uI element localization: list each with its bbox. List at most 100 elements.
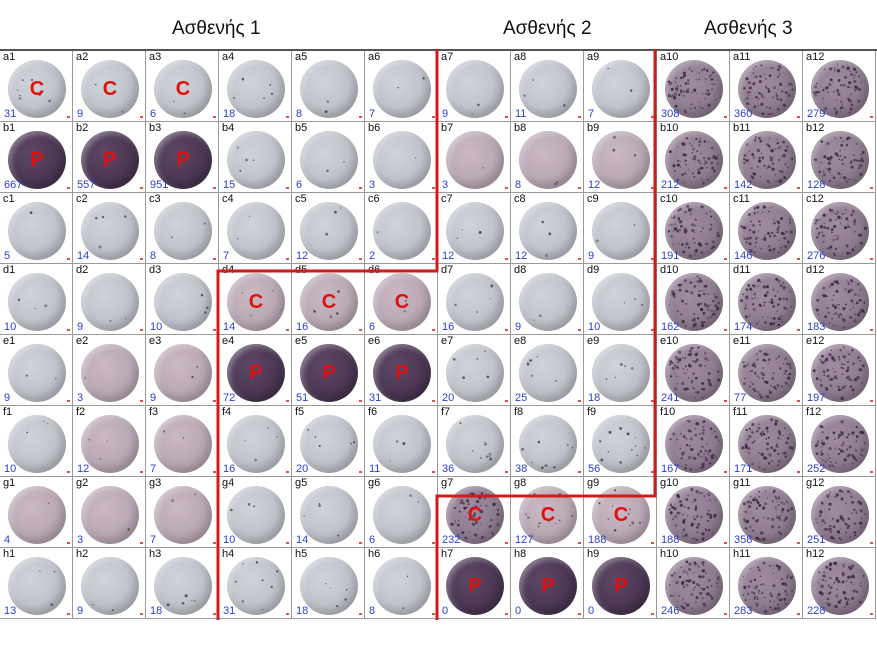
spot <box>835 594 839 598</box>
spot <box>707 372 711 375</box>
spot <box>454 303 457 306</box>
spot <box>831 304 835 307</box>
spot <box>489 297 491 300</box>
spot <box>489 457 492 461</box>
well-label: d10 <box>660 264 679 276</box>
well-label: f1 <box>3 406 13 418</box>
spot <box>744 527 748 530</box>
spot <box>699 279 703 283</box>
spot <box>756 436 759 439</box>
spot <box>698 101 701 103</box>
spot <box>842 346 845 349</box>
spot <box>694 586 696 589</box>
well-image <box>154 486 212 544</box>
spot <box>682 570 686 573</box>
spot <box>831 464 834 467</box>
spot <box>554 182 557 186</box>
spot <box>833 313 835 315</box>
spot <box>673 227 677 231</box>
spot <box>770 446 773 450</box>
spot <box>476 311 479 313</box>
spot <box>706 178 709 181</box>
spot <box>674 104 678 108</box>
well-cell-g3: g3 7 <box>146 477 219 548</box>
spot <box>852 154 855 157</box>
spot <box>823 360 827 363</box>
spot <box>743 236 745 239</box>
spot <box>748 452 751 454</box>
spot <box>644 447 646 449</box>
spot <box>699 450 702 453</box>
spot-count: 9 <box>77 321 84 333</box>
spot <box>694 508 698 511</box>
spot <box>848 453 851 457</box>
spot <box>845 602 849 606</box>
spot-count: 4 <box>4 534 11 546</box>
spot <box>537 440 541 444</box>
control-marker: C <box>102 77 118 100</box>
spot <box>744 377 747 380</box>
well-cell-g6: g6 6 <box>365 477 438 548</box>
spot <box>860 522 863 524</box>
spot <box>678 594 680 597</box>
spot <box>241 77 245 81</box>
spot <box>824 527 827 531</box>
spot <box>713 156 716 159</box>
spot <box>325 232 329 236</box>
spot <box>781 434 784 437</box>
well-cell-a4: a4 18 <box>219 51 292 122</box>
corner-tick <box>651 258 654 260</box>
spot-count: 174 <box>734 321 753 333</box>
spot <box>833 107 837 110</box>
spot <box>669 504 673 507</box>
spot <box>774 495 777 498</box>
spot <box>775 443 778 446</box>
spot <box>769 606 772 609</box>
corner-tick <box>505 471 508 473</box>
spot <box>779 66 782 69</box>
spot <box>840 224 843 227</box>
spot <box>763 321 768 325</box>
spot <box>702 455 704 457</box>
spot <box>701 532 705 536</box>
spot <box>860 242 863 245</box>
spot <box>696 150 699 153</box>
corner-tick <box>432 471 435 473</box>
spot <box>776 108 780 111</box>
spot <box>847 225 850 228</box>
spot <box>759 175 762 178</box>
spot <box>768 146 771 148</box>
spot-count: 9 <box>515 321 522 333</box>
patient-headers: Ασθενής 1 Ασθενής 2 Ασθενής 3 <box>0 0 877 48</box>
spot <box>673 572 676 575</box>
spot-count: 358 <box>734 534 753 546</box>
spot-count: 251 <box>807 534 826 546</box>
spot <box>689 468 692 471</box>
corner-tick <box>213 400 216 402</box>
spot <box>775 94 779 98</box>
spot <box>762 456 767 460</box>
spot <box>844 226 848 230</box>
well-label: c3 <box>149 193 161 205</box>
corner-tick <box>213 613 216 615</box>
spot <box>700 587 703 590</box>
spot <box>712 71 715 74</box>
spot <box>673 92 677 96</box>
spot <box>693 322 697 326</box>
spot <box>844 604 847 606</box>
spot <box>694 428 697 430</box>
well-cell-b2: b2 557 P <box>73 122 146 193</box>
spot <box>826 368 830 372</box>
spot <box>850 165 854 169</box>
spot <box>834 67 836 69</box>
spot <box>471 113 473 115</box>
spot <box>826 602 828 604</box>
well-label: a3 <box>149 51 162 63</box>
well-label: b3 <box>149 122 162 134</box>
spot <box>704 352 707 355</box>
spot <box>326 169 329 173</box>
spot <box>830 577 832 580</box>
spot <box>697 168 700 172</box>
spot <box>761 94 764 98</box>
spot <box>676 146 679 148</box>
